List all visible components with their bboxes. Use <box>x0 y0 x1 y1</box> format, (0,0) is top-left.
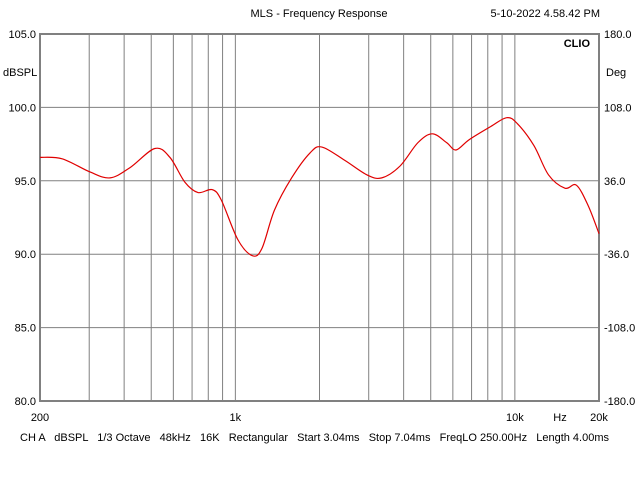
y2-tick-label: 36.0 <box>604 176 625 188</box>
plot-frame <box>39 33 600 402</box>
y-tick-label: 95.0 <box>15 176 36 188</box>
series-line-ch-a <box>39 116 600 257</box>
timestamp: 5-10-2022 4.58.42 PM <box>491 8 600 20</box>
y2-axis-label: Deg <box>606 67 626 79</box>
y-tick-label: 80.0 <box>15 396 36 408</box>
y-tick-label: 105.0 <box>8 29 36 41</box>
y2-tick-label: 180.0 <box>604 29 632 41</box>
x-tick-label: 1k <box>230 412 242 424</box>
y-tick-label: 90.0 <box>15 249 36 261</box>
y2-tick-label: -36.0 <box>604 249 629 261</box>
chart-title: MLS - Frequency Response <box>251 8 388 20</box>
clio-logo: CLIO <box>564 38 591 50</box>
x-axis-label: Hz <box>553 412 566 424</box>
y2-tick-label: -108.0 <box>604 323 635 335</box>
x-tick-label: 20k <box>590 412 608 424</box>
y-axis-label: dBSPL <box>3 67 37 79</box>
y2-tick-label: -180.0 <box>604 396 635 408</box>
x-tick-label: 200 <box>31 412 49 424</box>
y-tick-label: 100.0 <box>8 102 36 114</box>
y-tick-label: 85.0 <box>15 323 36 335</box>
y2-tick-label: 108.0 <box>604 102 632 114</box>
x-tick-label: 10k <box>506 412 524 424</box>
status-line: CH A dBSPL 1/3 Octave 48kHz 16K Rectangu… <box>20 432 610 444</box>
